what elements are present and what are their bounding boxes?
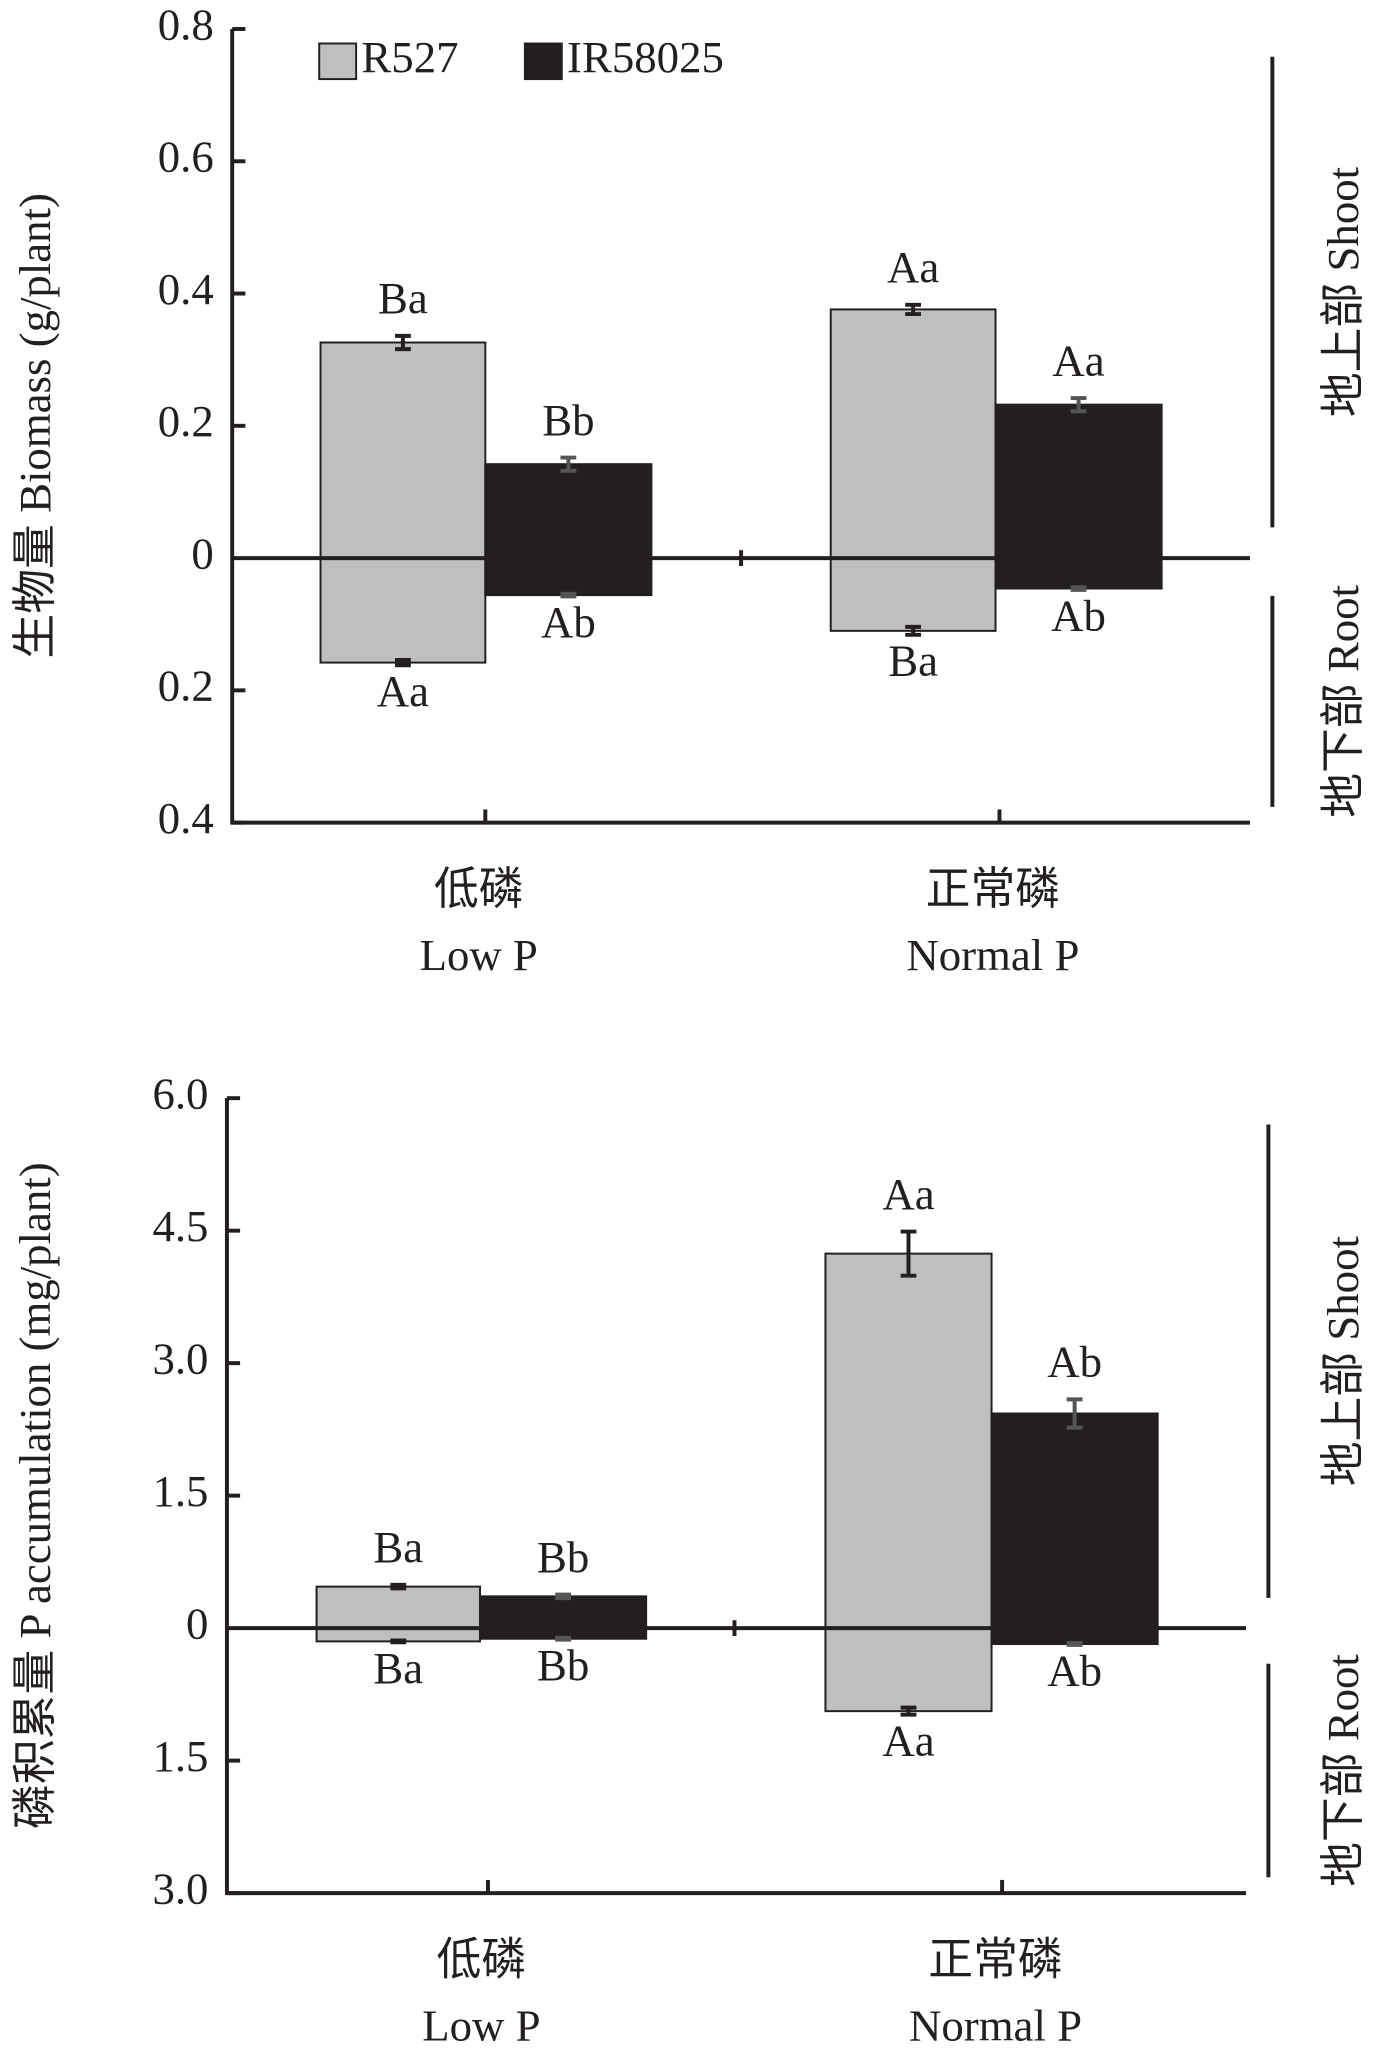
significance-letter: Ba [373, 1522, 423, 1572]
legend-swatch [523, 42, 563, 81]
error-bar [555, 1635, 572, 1642]
y-tick-label: 3.0 [152, 1333, 208, 1383]
x-tick-label: Normal P [909, 2001, 1082, 2050]
y-axis-title: 生物量 Biomass (g/plant) [10, 193, 60, 659]
significance-letter: Aa [1052, 335, 1104, 385]
bar [315, 1585, 482, 1630]
error-bar [395, 657, 411, 668]
significance-letter: Aa [887, 242, 939, 292]
significance-letter: Bb [542, 395, 594, 445]
y-tick-label: 3.0 [152, 1863, 208, 1913]
bar [484, 463, 653, 560]
part-label: 地下部 Root [1318, 584, 1368, 817]
part-label: 地上部 Shoot [1318, 166, 1368, 417]
x-tick-label: 低磷 [434, 864, 524, 914]
significance-letter: Aa [882, 1715, 934, 1765]
error-bar [900, 1229, 917, 1278]
bar [479, 1595, 648, 1630]
x-tick-label: Low P [420, 930, 538, 980]
significance-letter: Ab [1047, 1337, 1102, 1387]
x-tick-label: Normal P [906, 930, 1079, 980]
significance-letter: Ab [1051, 590, 1106, 640]
error-bar [905, 624, 922, 637]
significance-letter: Ba [378, 273, 428, 323]
x-tick-label: 低磷 [437, 1935, 527, 1985]
significance-letter: Ba [373, 1643, 423, 1693]
significance-letter: Bb [537, 1640, 589, 1690]
y-tick-label: 1.5 [152, 1731, 208, 1781]
x-tick-label: Low P [422, 2001, 540, 2050]
bar [829, 557, 997, 632]
y-tick-label: 0.4 [158, 793, 214, 843]
error-bar [560, 455, 577, 473]
significance-letter: Bb [537, 1532, 589, 1582]
y-tick-label: 4.5 [152, 1201, 208, 1251]
legend-label: R527 [361, 32, 458, 82]
error-bar [1070, 585, 1087, 592]
bar [990, 1412, 1159, 1630]
bar [994, 403, 1163, 560]
bar [829, 308, 997, 560]
y-tick-label: 0 [186, 1598, 208, 1648]
bar [824, 1252, 993, 1630]
error-bar [1066, 1641, 1083, 1647]
part-label: 地下部 Root [1318, 1654, 1368, 1887]
error-bar [560, 591, 577, 599]
bar [824, 1627, 993, 1713]
significance-letter: Aa [377, 666, 429, 716]
y-tick-label: 0.6 [158, 132, 214, 182]
error-bar [555, 1592, 572, 1601]
x-tick-label: 正常磷 [926, 864, 1060, 914]
y-tick-label: 0 [191, 528, 213, 578]
y-tick-label: 0.8 [158, 0, 214, 49]
error-bar [900, 1705, 917, 1717]
significance-letter: Aa [882, 1169, 934, 1219]
bar [319, 341, 487, 560]
significance-letter: Ab [541, 597, 596, 647]
error-bar [1066, 1397, 1083, 1430]
y-axis-title: 磷积累量 P accumulation (mg/plant) [10, 1162, 60, 1829]
y-tick-label: 6.0 [152, 1068, 208, 1118]
error-bar [390, 1638, 407, 1645]
x-tick-label: 正常磷 [928, 1935, 1062, 1985]
bar [994, 557, 1163, 590]
y-tick-label: 1.5 [152, 1466, 208, 1516]
error-bar [395, 333, 411, 352]
y-tick-label: 0.2 [158, 661, 214, 711]
legend-swatch [318, 42, 358, 81]
bar [484, 557, 653, 597]
bar [319, 557, 487, 664]
error-bar [1070, 396, 1087, 414]
y-tick-label: 0.4 [158, 264, 214, 314]
error-bar [905, 302, 922, 317]
legend-label: IR58025 [567, 32, 724, 82]
error-bar [390, 1582, 407, 1591]
significance-letter: Ba [888, 635, 938, 685]
y-tick-label: 0.2 [158, 396, 214, 446]
part-label: 地上部 Shoot [1318, 1236, 1368, 1487]
significance-letter: Ab [1047, 1646, 1102, 1696]
